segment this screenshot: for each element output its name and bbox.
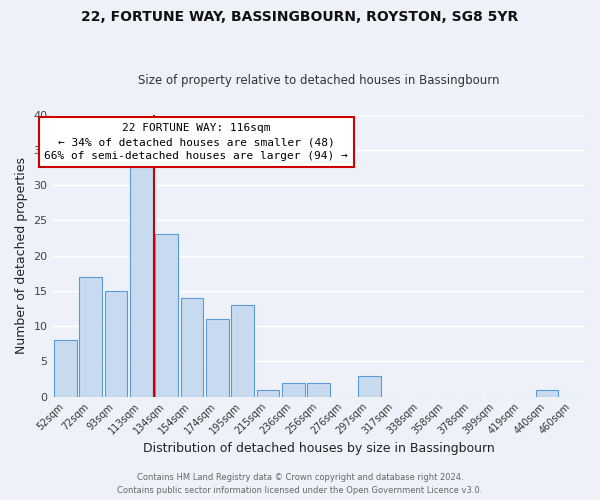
Y-axis label: Number of detached properties: Number of detached properties [15,157,28,354]
Title: Size of property relative to detached houses in Bassingbourn: Size of property relative to detached ho… [138,74,500,87]
Bar [79,277,102,396]
Bar [536,390,559,396]
Bar [307,382,330,396]
Bar [206,319,229,396]
Bar [130,164,152,396]
Bar [181,298,203,396]
X-axis label: Distribution of detached houses by size in Bassingbourn: Distribution of detached houses by size … [143,442,494,455]
Text: 22, FORTUNE WAY, BASSINGBOURN, ROYSTON, SG8 5YR: 22, FORTUNE WAY, BASSINGBOURN, ROYSTON, … [82,10,518,24]
Bar [155,234,178,396]
Bar [257,390,280,396]
Bar [358,376,381,396]
Text: Contains HM Land Registry data © Crown copyright and database right 2024.
Contai: Contains HM Land Registry data © Crown c… [118,474,482,495]
Bar [104,291,127,397]
Bar [282,382,305,396]
Bar [54,340,77,396]
Text: 22 FORTUNE WAY: 116sqm
← 34% of detached houses are smaller (48)
66% of semi-det: 22 FORTUNE WAY: 116sqm ← 34% of detached… [44,123,348,161]
Bar [231,305,254,396]
